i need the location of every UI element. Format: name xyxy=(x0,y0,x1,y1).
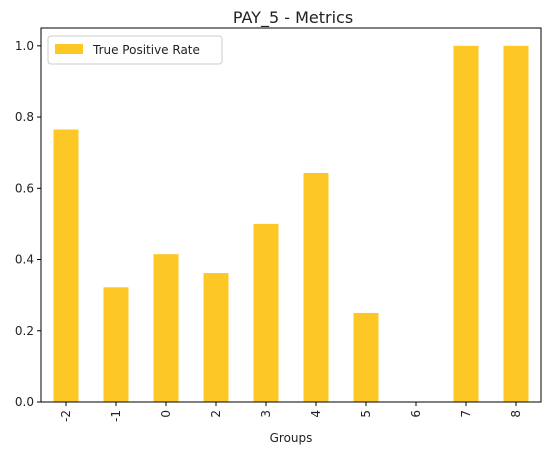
x-tick-label: -2 xyxy=(59,410,73,422)
legend-label: True Positive Rate xyxy=(92,43,200,57)
y-tick-label: 0.2 xyxy=(15,324,34,338)
legend: True Positive Rate xyxy=(47,35,223,65)
x-tick-label: 7 xyxy=(459,410,473,418)
x-tick-label: 6 xyxy=(409,410,423,418)
ticks-group: -2 -1 0 2 3 4 5 6 7 8 0.0 0.2 0.4 0.6 0.8 1.0 xyxy=(15,39,523,422)
y-tick-label: 0.0 xyxy=(15,395,34,409)
bar-8 xyxy=(503,45,529,403)
bar--2 xyxy=(53,129,79,402)
x-tick-label: 3 xyxy=(259,410,273,418)
x-tick-label: 0 xyxy=(159,410,173,418)
x-tick-label: 2 xyxy=(209,410,223,418)
plot-frame xyxy=(40,27,542,403)
x-axis-label: Groups xyxy=(270,431,313,445)
x-tick-label: 5 xyxy=(359,410,373,418)
x-tick-label: -1 xyxy=(109,410,123,422)
x-tick-label: 8 xyxy=(509,410,523,418)
legend-swatch xyxy=(55,44,83,54)
x-tick-label: 4 xyxy=(309,410,323,418)
chart-title: PAY_5 - Metrics xyxy=(233,8,353,28)
y-tick-label: 1.0 xyxy=(15,39,34,53)
bar-7 xyxy=(453,45,479,403)
bar-0 xyxy=(153,254,179,402)
y-tick-label: 0.8 xyxy=(15,110,34,124)
bar--1 xyxy=(103,287,129,402)
bar-3 xyxy=(253,223,279,402)
y-tick-label: 0.6 xyxy=(15,181,34,195)
bar-5 xyxy=(353,312,379,402)
bars-group xyxy=(53,45,529,403)
y-tick-label: 0.4 xyxy=(15,253,34,267)
legend-frame xyxy=(47,35,223,65)
bar-2 xyxy=(203,273,229,402)
bar-4 xyxy=(303,172,329,402)
